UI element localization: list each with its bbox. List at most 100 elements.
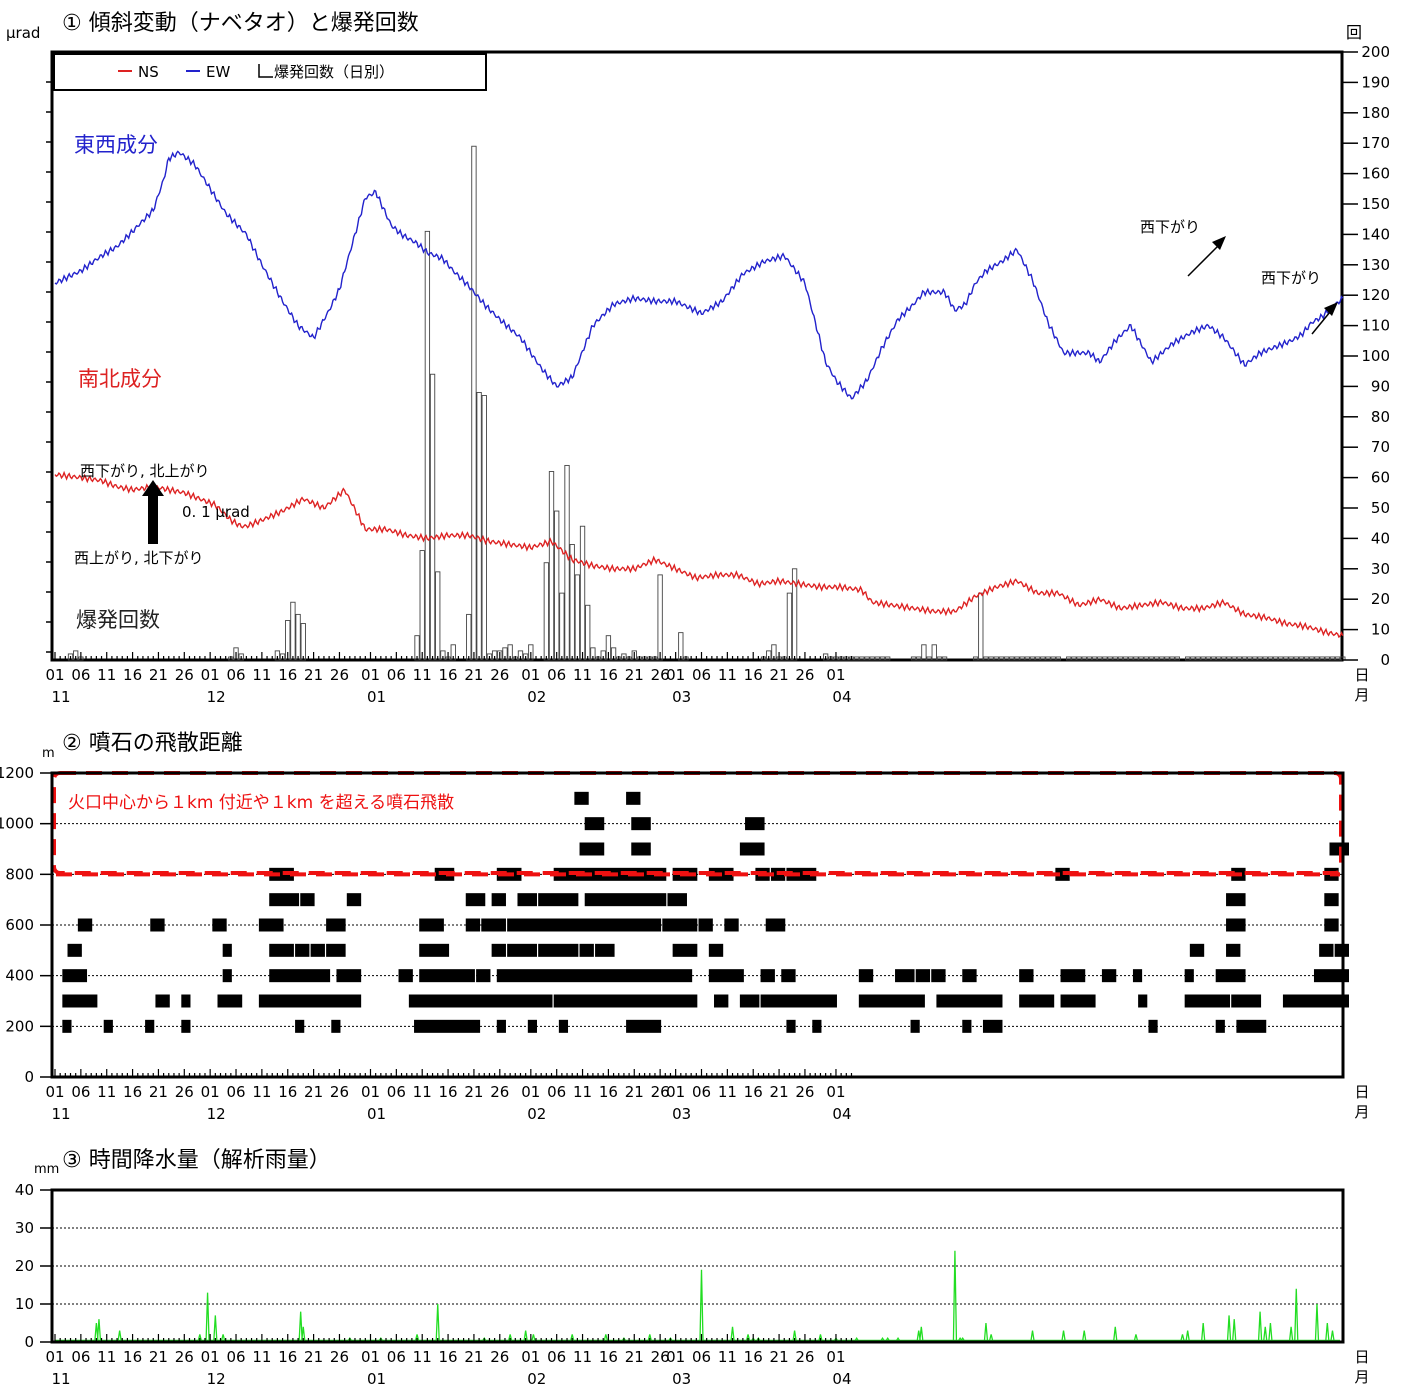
p1-day-tick-label: 21: [464, 666, 483, 684]
p3-day-tick-label: 16: [123, 1348, 142, 1366]
ballistic-marker: [465, 918, 481, 932]
explosion-bar: [1303, 656, 1310, 661]
explosion-bar: [869, 656, 875, 661]
p2-month-label: 11: [51, 1105, 70, 1123]
explosion-bar: [1003, 656, 1010, 661]
p3-day-tick-label: 16: [744, 1348, 763, 1366]
ballistic-marker: [1231, 994, 1262, 1008]
over-1km-highlight-box: [52, 771, 1343, 875]
ballistic-marker: [1215, 1019, 1225, 1033]
precip-spike: [603, 1334, 608, 1341]
legend-ew-label: EW: [206, 63, 230, 81]
ballistic-marker: [336, 969, 362, 983]
panel3-left-axis: 0 10 20 30 40: [15, 1181, 52, 1351]
p1-day-tick-label: 16: [123, 666, 142, 684]
p2-y-tick-label: 600: [5, 916, 34, 934]
scale-arrow-head: [142, 480, 164, 496]
y2-tick-label: 190: [1361, 73, 1390, 91]
explosion-bar: [1091, 656, 1098, 661]
explosion-bar: [1081, 656, 1087, 661]
ballistic-marker: [527, 1019, 537, 1033]
p3-day-tick-label: 06: [71, 1348, 90, 1366]
p3-day-tick-label: 11: [413, 1348, 432, 1366]
p3-day-tick-label: 16: [599, 1348, 618, 1366]
ballistic-marker: [1148, 1019, 1158, 1033]
explosion-count-label: 爆発回数: [76, 608, 160, 632]
ballistic-marker: [538, 893, 579, 907]
explosion-bar: [1138, 656, 1144, 661]
p1-day-tick-label: 21: [304, 666, 323, 684]
ballistic-marker: [553, 994, 698, 1008]
ballistic-marker: [895, 969, 915, 983]
p3-day-tick-label: 11: [97, 1348, 116, 1366]
p2-day-tick-label: 06: [71, 1083, 90, 1101]
explosion-bar: [885, 656, 891, 661]
ballistic-marker: [517, 893, 537, 907]
p3-day-tick-label: 06: [226, 1348, 245, 1366]
p2-day-tick-label: 26: [795, 1083, 814, 1101]
scale-bottom-label: 西上がり, 北下がり: [74, 549, 204, 567]
explosion-bar: [1241, 656, 1248, 661]
y2-tick-label: 80: [1371, 408, 1390, 426]
ballistic-marker: [1060, 994, 1096, 1008]
ballistic-marker: [222, 943, 232, 957]
explosion-bar: [926, 656, 932, 661]
ballistic-marker: [739, 994, 760, 1008]
p3-day-tick-label: 01: [666, 1348, 685, 1366]
ballistic-marker: [708, 969, 744, 983]
p3-day-tick-label: 11: [252, 1348, 271, 1366]
p2-y-tick-label: 400: [5, 967, 34, 985]
explosion-bar: [419, 550, 425, 661]
ns-tilt-line: [54, 470, 1344, 639]
legend-bars-label: 爆発回数（日別）: [274, 63, 394, 81]
y2-tick-label: 60: [1371, 469, 1390, 487]
p2-day-tick-label: 26: [651, 1083, 670, 1101]
explosion-bar: [1262, 656, 1268, 661]
p2-day-tick-label: 21: [625, 1083, 644, 1101]
precip-spike: [989, 1334, 994, 1341]
explosion-bar: [559, 592, 565, 661]
precip-spike: [730, 1326, 735, 1341]
p2-day-tick-label: 01: [666, 1083, 685, 1101]
p1-day-tick-label: 01: [45, 666, 64, 684]
p2-day-tick-label: 06: [692, 1083, 711, 1101]
p2-day-tick-label: 06: [547, 1083, 566, 1101]
ballistic-marker: [915, 969, 931, 983]
precip-spike: [1185, 1330, 1190, 1341]
p3-day-tick-label: 26: [490, 1348, 509, 1366]
ballistic-marker: [181, 994, 191, 1008]
explosion-bar: [1288, 656, 1294, 661]
precip-spike: [298, 1311, 303, 1341]
explosion-bar: [916, 656, 922, 661]
p2-day-unit: 日: [1354, 1083, 1369, 1101]
p1-day-tick-label: 01: [201, 666, 220, 684]
precip-spike: [895, 1337, 901, 1341]
y2-tick-label: 70: [1371, 438, 1390, 456]
p1-month-label: 02: [527, 688, 546, 706]
precip-spike: [1061, 1330, 1066, 1341]
y2-tick-label: 120: [1361, 286, 1390, 304]
panel1-title: ① 傾斜変動（ナベタオ）と爆発回数: [62, 11, 419, 36]
p1-day-tick-label: 26: [795, 666, 814, 684]
p3-y-tick-label: 10: [15, 1295, 34, 1313]
explosion-bar: [1148, 656, 1155, 661]
p3-day-tick-label: 21: [149, 1348, 168, 1366]
p1-day-tick-label: 01: [521, 666, 540, 684]
p2-day-tick-label: 16: [744, 1083, 763, 1101]
ballistic-marker: [626, 1019, 662, 1033]
precip-spike: [1082, 1330, 1087, 1341]
ballistic-marker: [1189, 943, 1205, 957]
precip-spike: [220, 1334, 226, 1341]
explosion-bar: [295, 613, 301, 661]
ballistic-marker: [760, 969, 775, 983]
precip-spike: [960, 1337, 965, 1341]
ballistic-marker: [419, 943, 450, 957]
panel1-x-axis: 01 06 11 16 21 26 01 06 11 16 21 26 01 06 11 16 21 26 01 06…: [45, 652, 1370, 706]
explosion-bar: [1009, 656, 1015, 661]
explosion-bar: [931, 644, 937, 661]
p3-day-tick-label: 21: [625, 1348, 644, 1366]
p2-day-tick-label: 16: [439, 1083, 458, 1101]
precip-spike: [1180, 1334, 1185, 1341]
ballistic-marker: [507, 943, 537, 957]
ballistic-marker: [631, 817, 651, 831]
